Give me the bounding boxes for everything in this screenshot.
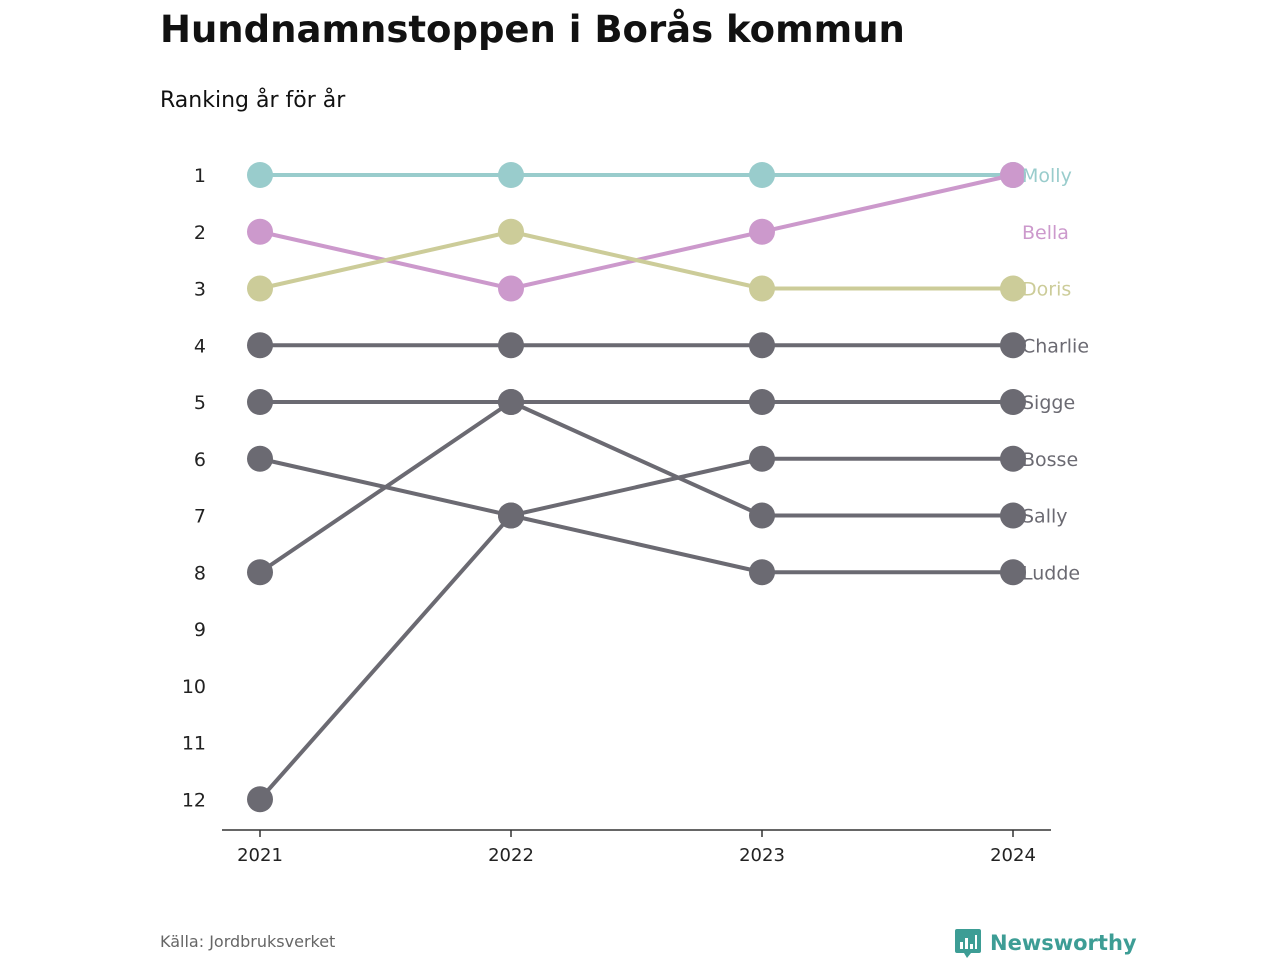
- data-point-ludde: [1000, 559, 1026, 586]
- series-labels: Molly Bella Doris Charlie Sigge Bosse Sally Lud…: [1022, 165, 1089, 584]
- data-point-molly: [247, 162, 273, 188]
- x-tick-label: 2023: [739, 845, 785, 866]
- y-tick-label: 2: [194, 222, 206, 244]
- series-label-molly: Molly: [1022, 165, 1072, 187]
- data-point-sally: [247, 559, 273, 586]
- data-point-bella: [247, 218, 273, 245]
- data-point-sally: [1000, 502, 1026, 529]
- series-label-sally: Sally: [1022, 506, 1068, 528]
- y-tick-label: 12: [182, 789, 206, 811]
- chart-title: Hundnamnstoppen i Borås kommun: [160, 8, 905, 51]
- data-point-charlie: [247, 332, 273, 359]
- brand-name: Newsworthy: [990, 931, 1137, 955]
- data-point-doris: [247, 275, 273, 302]
- data-point-doris: [749, 275, 775, 302]
- series-label-doris: Doris: [1022, 279, 1071, 301]
- y-tick-label: 6: [194, 449, 206, 471]
- y-tick-label: 9: [194, 619, 206, 641]
- data-point-charlie: [749, 332, 775, 359]
- source-note: Källa: Jordbruksverket: [160, 932, 336, 951]
- series-label-bosse: Bosse: [1022, 449, 1078, 471]
- data-point-sigge: [1000, 389, 1026, 415]
- y-tick-label: 5: [194, 392, 206, 414]
- series-line-bella: [258, 173, 1015, 291]
- data-point-bella: [498, 275, 524, 302]
- data-point-molly: [498, 162, 524, 188]
- y-tick-label: 11: [182, 733, 206, 755]
- x-tick-label: 2022: [488, 845, 534, 866]
- series-label-charlie: Charlie: [1022, 335, 1089, 357]
- series-line-doris: [258, 229, 1015, 291]
- data-point-doris: [1000, 275, 1026, 302]
- series-line-bosse: [258, 456, 1015, 802]
- series-lines: [258, 173, 1015, 802]
- newsworthy-logo-icon: [955, 929, 981, 958]
- data-point-bella: [749, 218, 775, 245]
- data-point-sally: [749, 502, 775, 529]
- data-point-sigge: [247, 389, 273, 415]
- data-point-sigge: [749, 389, 775, 415]
- series-points: [247, 162, 1026, 813]
- x-tick-label: 2021: [237, 845, 283, 866]
- x-axis: 2021 2022 2023 2024: [222, 829, 1051, 866]
- y-tick-label: 1: [194, 165, 206, 187]
- data-point-charlie: [1000, 332, 1026, 359]
- data-point-charlie: [498, 332, 524, 359]
- data-point-sally: [498, 389, 524, 415]
- y-tick-label: 4: [194, 335, 206, 357]
- series-label-bella: Bella: [1022, 222, 1069, 244]
- series-label-ludde: Ludde: [1022, 562, 1080, 584]
- series-line-ludde: [258, 456, 1015, 575]
- data-point-bosse: [247, 786, 273, 813]
- data-point-ludde: [749, 559, 775, 586]
- series-label-sigge: Sigge: [1022, 392, 1075, 414]
- data-point-bella: [1000, 162, 1026, 188]
- data-point-ludde: [498, 502, 524, 529]
- data-point-molly: [749, 162, 775, 188]
- y-tick-label: 3: [194, 279, 206, 301]
- y-tick-label: 10: [182, 676, 206, 698]
- data-point-doris: [498, 218, 524, 245]
- data-point-bosse: [749, 445, 775, 472]
- brand-logo: Newsworthy: [954, 927, 1137, 959]
- chart-subtitle: Ranking år för år: [160, 88, 346, 113]
- data-point-ludde: [247, 445, 273, 472]
- x-tick-label: 2024: [990, 845, 1036, 866]
- y-tick-label: 7: [194, 506, 206, 528]
- y-tick-label: 8: [194, 562, 206, 584]
- data-point-bosse: [1000, 445, 1026, 472]
